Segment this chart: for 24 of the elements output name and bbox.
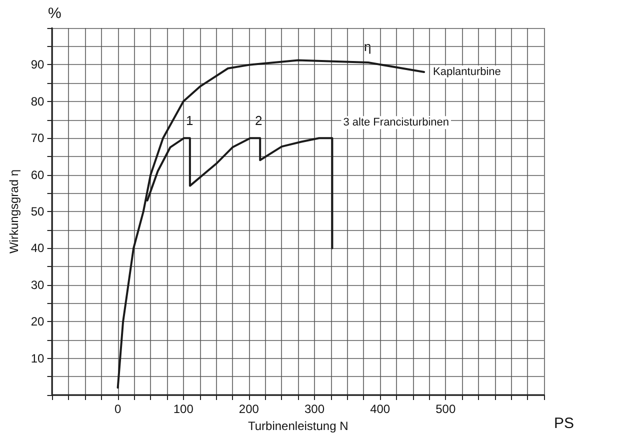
series-label: Kaplanturbine — [433, 66, 501, 78]
y-tick-label: 10 — [30, 351, 45, 366]
annotation: 1 — [186, 113, 194, 128]
annotation: 2 — [255, 113, 262, 128]
y-axis-title: Wirkungsgrad η — [7, 169, 21, 254]
x-tick-label: 0 — [114, 402, 122, 416]
y-tick-label: 30 — [30, 278, 45, 292]
y-tick-label: 20 — [30, 314, 45, 329]
text: % — [48, 5, 62, 22]
x-tick-label: 500 — [436, 402, 456, 416]
x-tick-label: 200 — [238, 402, 260, 416]
y-tick-label: 50 — [30, 204, 45, 218]
y-tick-label: 90 — [30, 58, 45, 72]
x-tick-label: 300 — [304, 402, 325, 416]
x-tick-label: 100 — [173, 402, 194, 416]
y-tick-label: 60 — [30, 168, 45, 182]
y-tick-label: 80 — [30, 94, 45, 108]
x-tick-label: 400 — [370, 402, 390, 416]
y-tick-label: 70 — [30, 131, 45, 146]
y-tick-label: 40 — [30, 241, 45, 256]
x-axis-title: Turbinenleistung N — [248, 418, 348, 433]
annotation: η — [364, 39, 372, 54]
text: PS — [554, 415, 574, 432]
series-label: 3 alte Francisturbinen — [343, 116, 449, 129]
